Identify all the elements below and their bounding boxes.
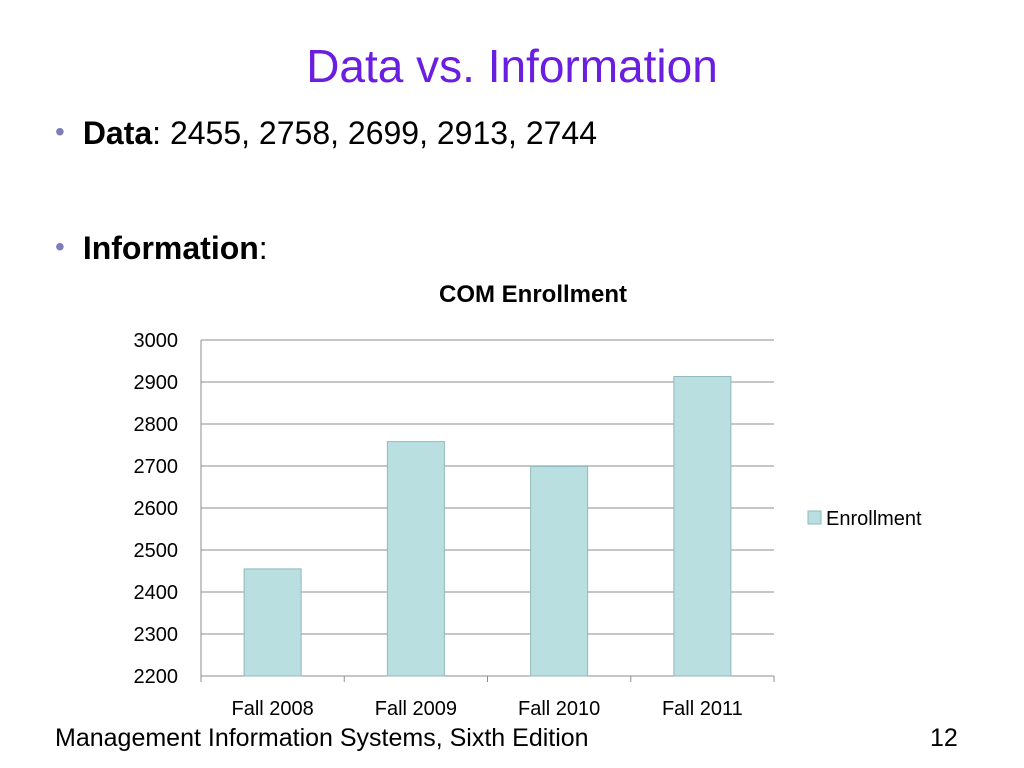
bullet-text: : (258, 230, 268, 266)
bullet-dot-icon: • (55, 116, 65, 147)
y-tick-label: 2200 (134, 666, 179, 688)
bar (673, 376, 732, 677)
bar (386, 441, 445, 677)
bullet-label: Data (82, 115, 153, 151)
y-tick-label: 2900 (134, 372, 179, 394)
chart-title: COM Enrollment (439, 281, 627, 308)
bullet-data: • Data: 2455, 2758, 2699, 2913, 2744 (55, 113, 597, 155)
y-tick-label: 2800 (134, 414, 179, 436)
bullet-information: • Information: (55, 228, 268, 270)
chart-svg: COM Enrollment 2200 2300 2400 2500 2600 2700 28… (134, 281, 923, 720)
y-tick-label: 2700 (134, 456, 179, 478)
y-tick-label: 2400 (134, 582, 179, 604)
legend-swatch (807, 510, 822, 525)
legend-label: Enrollment (826, 508, 922, 530)
x-tick-label: Fall 2010 (518, 698, 600, 720)
bar (530, 465, 589, 677)
y-tick-label: 2500 (134, 540, 179, 562)
slide-title: Data vs. Information (306, 40, 718, 92)
bullet-label: Information (82, 230, 259, 266)
bullet-text: : 2455, 2758, 2699, 2913, 2744 (152, 115, 598, 151)
page-number: 12 (930, 724, 958, 752)
enrollment-chart: COM Enrollment 2200 2300 2400 2500 2600 2700 28… (0, 268, 1024, 728)
x-tick-label: Fall 2009 (375, 698, 457, 720)
y-tick-label: 2600 (134, 498, 179, 520)
x-tick-label: Fall 2008 (231, 698, 313, 720)
bar (243, 568, 302, 677)
bullet-dot-icon: • (55, 231, 65, 262)
y-tick-label: 3000 (134, 330, 179, 352)
y-tick-label: 2300 (134, 624, 179, 646)
x-tick-label: Fall 2011 (662, 698, 743, 720)
footer-text: Management Information Systems, Sixth Ed… (55, 724, 589, 752)
